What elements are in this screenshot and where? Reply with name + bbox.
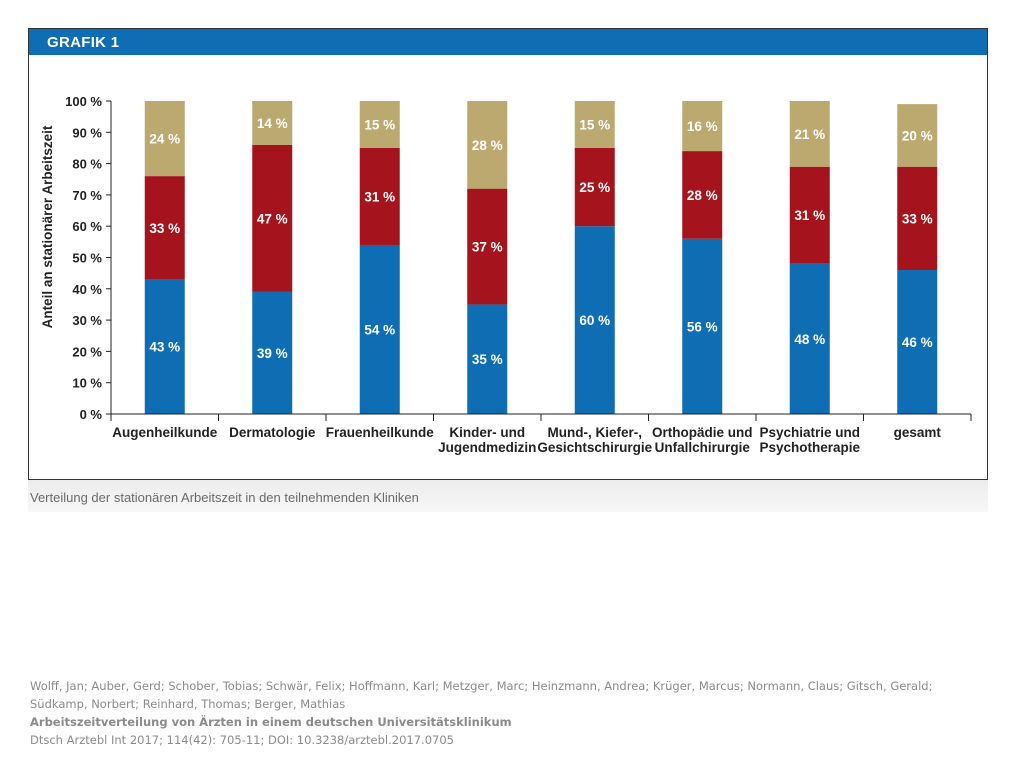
- x-category-label: Psychotherapie: [759, 440, 860, 455]
- reference-citation: Dtsch Arztebl Int 2017; 114(42): 705-11;…: [30, 733, 454, 747]
- x-category-label: Dermatologie: [229, 425, 316, 440]
- x-category-label: Mund-, Kiefer-,: [548, 425, 643, 440]
- bar-value-label: 28 %: [472, 138, 503, 153]
- bar-value-label: 47 %: [257, 211, 288, 226]
- x-category-label: Augenheilkunde: [112, 425, 217, 440]
- bar-value-label: 31 %: [794, 208, 825, 223]
- bar-segment: [359, 101, 400, 148]
- bar-segment: [789, 101, 830, 167]
- bar-segment: [789, 263, 830, 414]
- bar-value-label: 16 %: [687, 119, 718, 134]
- y-tick-label: 60 %: [72, 219, 102, 234]
- bar-value-label: 15 %: [364, 117, 395, 132]
- bar-value-label: 31 %: [364, 189, 395, 204]
- caption-band: [28, 480, 988, 512]
- bar-segment: [897, 270, 938, 414]
- bar-value-label: 39 %: [257, 346, 288, 361]
- bar-segment: [574, 101, 615, 148]
- figure-caption: Verteilung der stationären Arbeitszeit i…: [30, 490, 419, 505]
- figure-body: Anteil an stationärer Arbeitszeit 43 % 33…: [29, 55, 987, 492]
- bar-segment: [897, 104, 938, 167]
- y-tick-label: 0 %: [80, 407, 103, 422]
- bar-value-label: 33 %: [902, 211, 933, 226]
- x-category-label: Frauenheilkunde: [326, 425, 435, 440]
- bar-value-label: 43 %: [149, 340, 180, 355]
- axis-layer: 0 % 10 % 20 % 30 % 40 % 50 % 60 % 70 % 80 % 90 % 1…: [65, 94, 972, 455]
- bar-value-label: 37 %: [472, 240, 503, 255]
- figure-header: GRAFIK 1: [29, 29, 987, 55]
- bar-value-label: 35 %: [472, 352, 503, 367]
- bar-value-label: 21 %: [794, 127, 825, 142]
- x-category-label: Psychiatrie und: [759, 425, 860, 440]
- bar-segment: [682, 151, 723, 239]
- bar-segment: [789, 166, 830, 264]
- x-category-label: Orthopädie und: [652, 425, 753, 440]
- y-tick-label: 80 %: [72, 157, 102, 172]
- bar-segment: [359, 147, 400, 245]
- bar-value-label: 46 %: [902, 335, 933, 350]
- bar-value-label: 33 %: [149, 221, 180, 236]
- bar-segment: [467, 101, 508, 189]
- bar-value-label: 20 %: [902, 128, 933, 143]
- legend: direkte stationäre Versorgung indirekte s…: [149, 477, 917, 492]
- bar-value-label: 54 %: [364, 322, 395, 337]
- x-category-label: Unfallchirurgie: [655, 440, 751, 455]
- x-category-label: Gesichtschirurgie: [537, 440, 652, 455]
- bar-value-label: 56 %: [687, 319, 718, 334]
- reference-authors: Wolff, Jan; Auber, Gerd; Schober, Tobias…: [30, 679, 933, 711]
- y-axis-title-group: Anteil an stationärer Arbeitszeit: [40, 125, 55, 328]
- bar-segment: [144, 176, 185, 280]
- bar-value-label: 60 %: [579, 313, 610, 328]
- y-tick-label: 50 %: [72, 251, 102, 266]
- bar-value-label: 14 %: [257, 116, 288, 131]
- legend-label: allgemeine stationäre Tätigkeiten: [704, 477, 917, 479]
- y-tick-label: 40 %: [72, 282, 102, 297]
- bar-segment: [252, 101, 293, 145]
- bar-value-label: 15 %: [579, 117, 610, 132]
- bar-segment: [144, 279, 185, 414]
- x-category-label: Kinder- und: [449, 425, 525, 440]
- bars-layer: 43 % 33 % 24 % 39 % 47 % 14 % 54 % 31 % 15 % 35 %…: [144, 101, 938, 414]
- reference-block: Wolff, Jan; Auber, Gerd; Schober, Tobias…: [30, 677, 980, 749]
- figure-frame: GRAFIK 1 Anteil an stationärer Arbeitsze…: [28, 28, 988, 492]
- bar-value-label: 28 %: [687, 188, 718, 203]
- x-category-label: gesamt: [894, 425, 942, 440]
- y-tick-label: 30 %: [72, 313, 102, 328]
- legend-label: direkte stationäre Versorgung: [170, 477, 361, 479]
- y-axis-title: Anteil an stationärer Arbeitszeit: [40, 125, 55, 328]
- bar-segment: [682, 238, 723, 414]
- y-tick-label: 10 %: [72, 376, 102, 391]
- bar-segment: [897, 166, 938, 271]
- bar-value-label: 48 %: [794, 332, 825, 347]
- bar-segment: [359, 244, 400, 414]
- stacked-bar-chart: Anteil an stationärer Arbeitszeit 43 % 33…: [40, 94, 972, 492]
- bar-segment: [144, 101, 185, 177]
- x-category-label: Jugendmedizin: [438, 440, 536, 455]
- bar-value-label: 25 %: [579, 180, 610, 195]
- bar-segment: [252, 291, 293, 414]
- legend-label: indirekte stationäre Versorgung: [428, 477, 631, 479]
- bar-segment: [682, 101, 723, 152]
- bar-value-label: 24 %: [149, 132, 180, 147]
- reference-title: Arbeitszeitverteilung von Ärzten in eine…: [30, 715, 512, 729]
- y-tick-label: 70 %: [72, 188, 102, 203]
- bar-segment: [574, 226, 615, 414]
- y-tick-label: 90 %: [72, 125, 102, 140]
- bar-segment: [467, 304, 508, 414]
- bar-segment: [467, 188, 508, 305]
- bar-segment: [574, 147, 615, 227]
- y-tick-label: 100 %: [65, 94, 102, 109]
- y-tick-label: 20 %: [72, 344, 102, 359]
- bar-segment: [252, 144, 293, 292]
